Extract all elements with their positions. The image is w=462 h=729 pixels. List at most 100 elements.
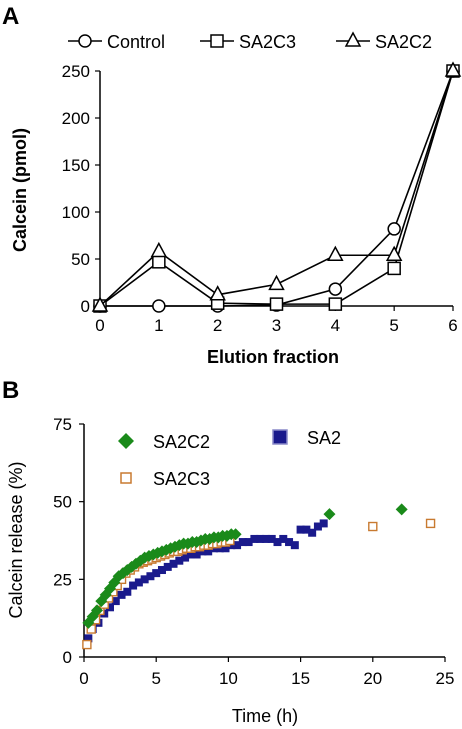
panel-a-x-tick-label: 4 <box>331 316 340 335</box>
panel-a-legend-marker-sa2c2 <box>344 31 362 47</box>
panel-b-x-tick-label: 20 <box>363 669 382 688</box>
panel-a-legend-label-sa2c2: SA2C2 <box>375 32 432 52</box>
panel-a-point-sa2c2 <box>444 61 462 77</box>
panel-b-point-sa2c3 <box>82 639 92 650</box>
panel-a-x-tick-label: 2 <box>213 316 222 335</box>
panel-a-point-sa2c2 <box>385 245 403 261</box>
panel-b-point-sa2 <box>192 550 201 559</box>
panel-b-y-tick-label: 0 <box>63 648 72 667</box>
panel-b-point-sa2c2 <box>116 567 129 580</box>
panel-a-point-sa2c3 <box>387 261 401 276</box>
panel-b-point-sa2 <box>221 544 230 553</box>
panel-a-y-tick-label: 200 <box>62 109 90 128</box>
panel-b-point-sa2 <box>290 541 299 550</box>
panel-a-legend-marker-sa2c3 <box>210 34 224 48</box>
panel-b-point-sa2 <box>261 534 270 543</box>
panel-b-legend-label-sa2c3: SA2C3 <box>153 469 210 489</box>
panel-a-y-tick-label: 0 <box>81 297 90 316</box>
panel-b-point-sa2 <box>123 587 132 596</box>
panel-a-legend-label-control: Control <box>107 32 165 52</box>
panel-b-point-sa2c2 <box>90 604 103 617</box>
panel-b-point-sa2 <box>238 538 247 547</box>
panel-b-point-sa2c3 <box>425 518 436 529</box>
panel-a-point-sa2c3 <box>269 297 284 311</box>
panel-a-point-sa2c3 <box>328 297 343 311</box>
panel-b-y-tick-label: 25 <box>53 570 72 589</box>
panel-b-point-sa2 <box>117 590 126 599</box>
panel-b-point-sa2 <box>267 534 276 543</box>
panel-a-point-sa2c3 <box>152 255 166 269</box>
panel-b-point-sa2 <box>105 603 114 612</box>
panel-b-y-axis-title: Calcein release (%) <box>6 461 26 618</box>
panel-b-point-sa2 <box>175 556 184 565</box>
panel-b-x-axis-title: Time (h) <box>232 706 298 726</box>
panel-a-label: A <box>2 3 19 30</box>
panel-b-y-tick-label: 50 <box>53 493 72 512</box>
panel-b-point-sa2 <box>169 559 178 568</box>
panel-b-x-tick-label: 15 <box>291 669 310 688</box>
panel-b-point-sa2 <box>233 541 242 550</box>
panel-a-x-tick-label: 3 <box>272 316 281 335</box>
panel-b-legend-marker-sa2c3 <box>120 472 132 484</box>
panel-b-point-sa2 <box>302 525 311 534</box>
panel-a-point-control <box>152 299 166 313</box>
panel-b-legend: SA2C2 SA2C3 SA2 <box>118 428 341 489</box>
panel-a-point-sa2c2 <box>91 296 109 312</box>
panel-b-point-sa2 <box>319 519 328 528</box>
panel-b-y-tick-label: 75 <box>53 415 72 434</box>
panel-a-axes: 0 1 2 3 4 5 6 0 50 100 150 200 250 <box>62 62 458 335</box>
panel-b-point-sa2 <box>256 534 265 543</box>
panel-a-legend-label-sa2c3: SA2C3 <box>239 32 296 52</box>
panel-a-x-tick-label: 6 <box>448 316 457 335</box>
panel-b-x-tick-label: 5 <box>151 669 160 688</box>
panel-a-legend-marker-control <box>78 34 92 48</box>
panel-b-x-tick-label: 0 <box>79 669 88 688</box>
panel-b-chart: B 0 5 10 15 20 25 0 25 50 75 SA2C2 SA2C3 SA2 Time (… <box>2 377 454 726</box>
panel-b-point-sa2 <box>181 553 190 562</box>
panel-b-point-sa2 <box>134 578 143 587</box>
panel-b-point-sa2 <box>129 581 138 590</box>
panel-a-point-sa2c2 <box>268 274 285 291</box>
panel-b-point-sa2 <box>308 528 317 537</box>
panel-b-point-sa2 <box>273 538 282 547</box>
panel-a-x-tick-label: 0 <box>95 316 104 335</box>
panel-b-point-sa2c3 <box>368 521 378 532</box>
panel-b-legend-label-sa2c2: SA2C2 <box>153 432 210 452</box>
panel-b-point-sa2 <box>157 566 166 575</box>
panel-b-legend-marker-sa2 <box>272 429 288 445</box>
panel-a-point-control <box>387 222 401 236</box>
panel-b-point-sa2 <box>285 538 294 547</box>
panel-b-point-sa2 <box>84 634 93 643</box>
panel-b-point-sa2 <box>204 547 213 556</box>
panel-b-point-sa2 <box>186 550 195 559</box>
panel-a-point-sa2c2 <box>327 245 344 261</box>
panel-a-chart: A Control SA2C3 SA2C2 0 1 2 3 4 5 6 0 50 100 150 200 2… <box>2 3 462 367</box>
panel-a-x-axis-title: Elution fraction <box>207 347 339 367</box>
panel-b-axes: 0 5 10 15 20 25 0 25 50 75 <box>53 415 454 688</box>
panel-a-point-sa2c2 <box>209 285 226 301</box>
panel-b-point-sa2 <box>140 575 149 584</box>
panel-a-series <box>91 61 462 313</box>
panel-b-point-sa2 <box>244 538 253 547</box>
panel-a-y-tick-label: 50 <box>71 250 90 269</box>
panel-b-x-tick-label: 25 <box>436 669 455 688</box>
panel-b-label: B <box>2 377 19 404</box>
panel-a-x-tick-label: 1 <box>154 316 163 335</box>
panel-b-series <box>82 503 436 650</box>
panel-b-x-tick-label: 10 <box>219 669 238 688</box>
panel-a-y-tick-label: 250 <box>62 62 90 81</box>
panel-a-legend: Control SA2C3 SA2C2 <box>68 31 432 52</box>
panel-b-point-sa2c2 <box>229 528 242 541</box>
panel-a-x-tick-label: 5 <box>389 316 398 335</box>
panel-b-point-sa2c2 <box>323 508 336 521</box>
panel-a-point-sa2c2 <box>150 241 168 258</box>
panel-b-point-sa2 <box>111 597 120 606</box>
panel-b-point-sa2 <box>296 525 305 534</box>
panel-b-point-sa2 <box>313 522 322 531</box>
panel-b-point-sa2 <box>152 569 161 578</box>
panel-b-point-sa2 <box>250 534 259 543</box>
panel-b-legend-label-sa2: SA2 <box>307 428 341 448</box>
panel-b-point-sa2c2 <box>395 503 408 516</box>
panel-a-y-tick-label: 100 <box>62 203 90 222</box>
